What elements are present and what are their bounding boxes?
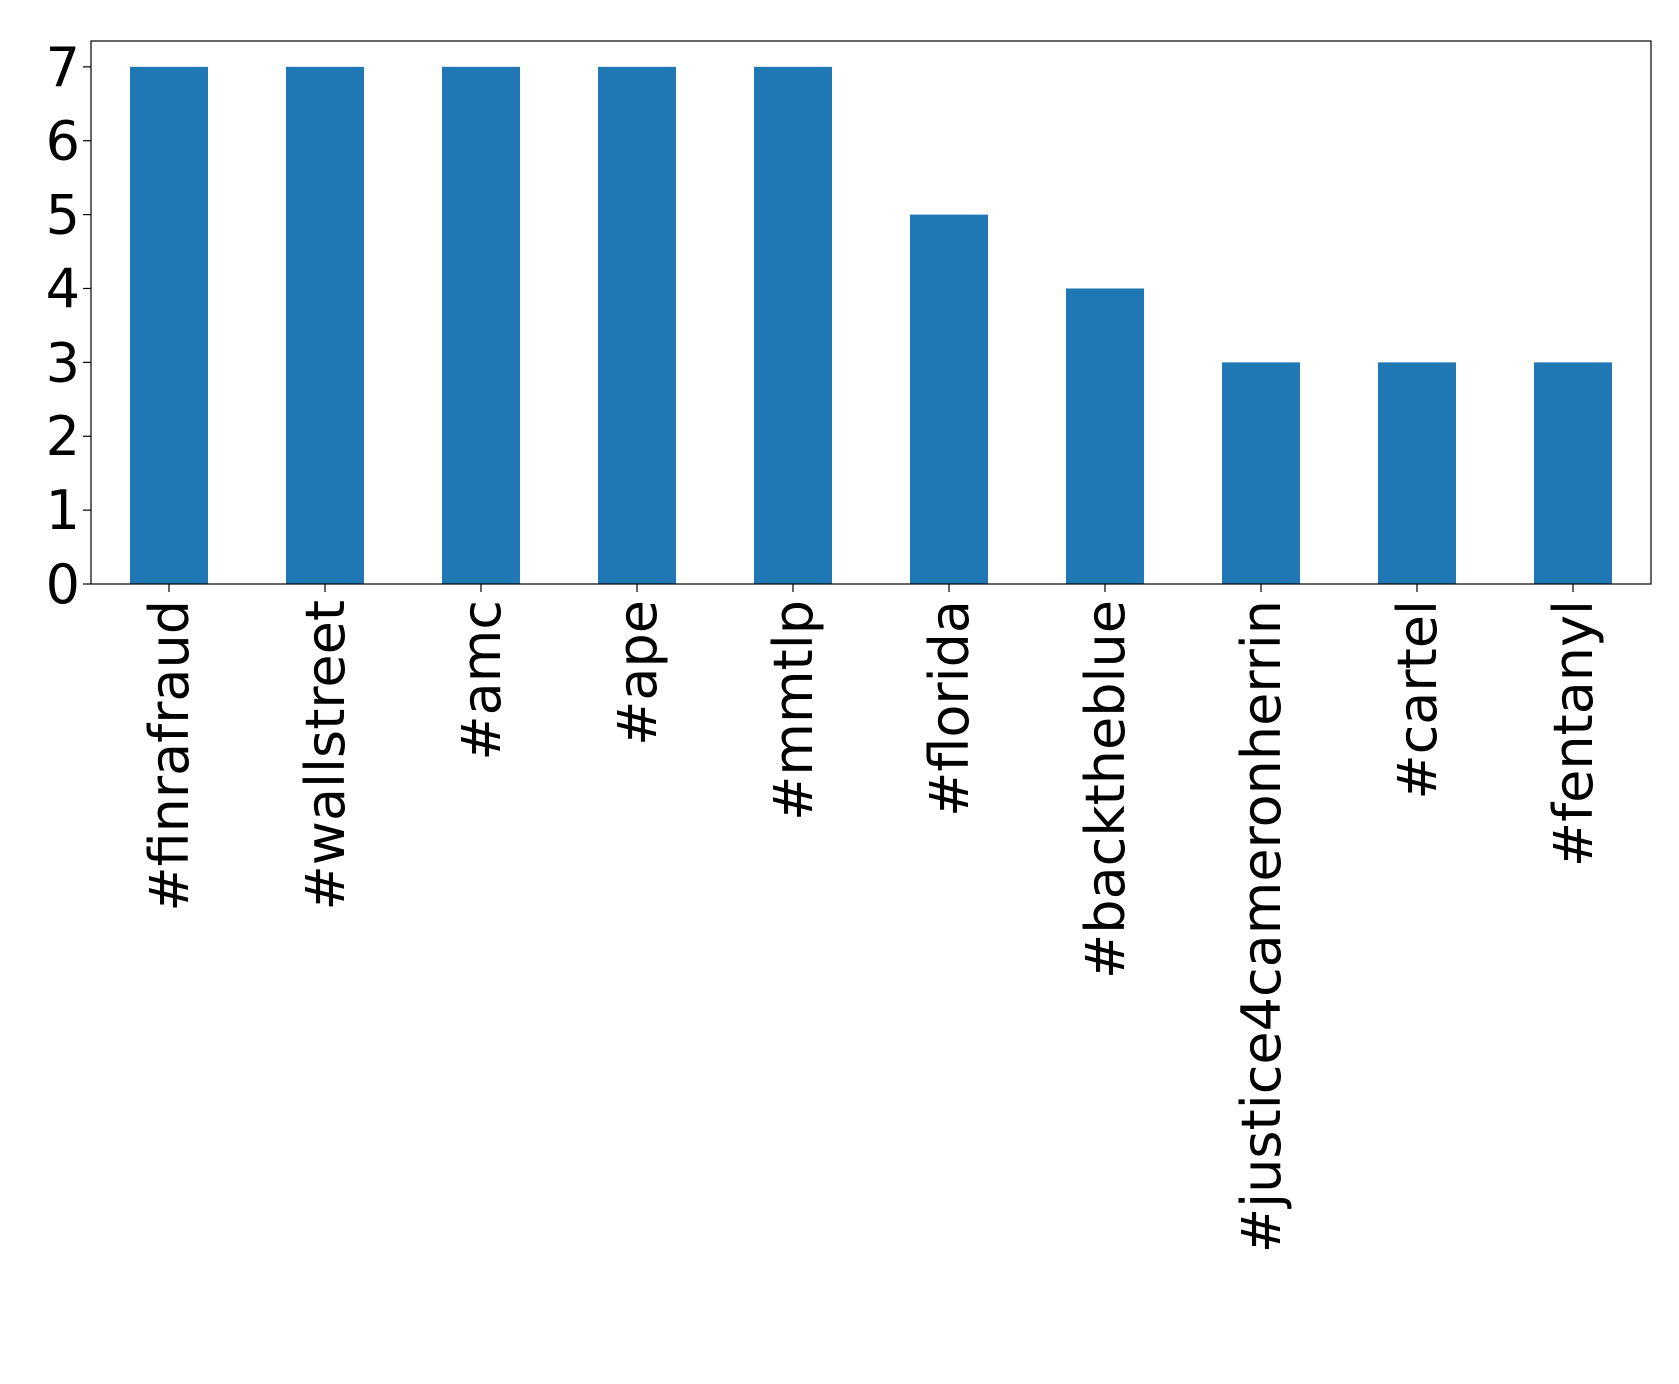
x-tick-label: #wallstreet (294, 600, 357, 910)
x-axis: #finrafraud #wallstreet #amc #ape #mmtlp #flo… (138, 584, 1605, 1253)
y-tick-label: 4 (46, 257, 80, 320)
bar-amc (442, 66, 520, 585)
x-tick-label: #finrafraud (138, 600, 201, 912)
x-tick-label: #mmtlp (762, 600, 825, 821)
bar-justice4cameronherrin (1222, 362, 1300, 584)
x-tick-label: #amc (450, 600, 513, 761)
y-tick-label: 3 (46, 331, 80, 394)
y-tick-label: 7 (46, 36, 80, 99)
bar-finrafraud (130, 66, 208, 585)
plot-frame (90, 40, 1652, 585)
bar-fentanyl (1534, 362, 1612, 584)
x-tick-label: #justice4cameronherrin (1230, 600, 1293, 1253)
y-tick-label: 0 (46, 553, 80, 616)
y-tick-label: 2 (46, 405, 80, 468)
bar-florida (910, 214, 988, 584)
y-tick-label: 5 (46, 184, 80, 247)
x-tick-label: #fentanyl (1542, 600, 1605, 867)
y-axis: 0 1 2 3 4 5 6 7 (46, 36, 91, 616)
bar-cartel (1378, 362, 1456, 584)
bar-mmtlp (754, 66, 832, 585)
y-tick-label: 6 (46, 110, 80, 173)
y-tick-label: 1 (46, 479, 80, 542)
x-tick-label: #backtheblue (1074, 600, 1137, 979)
bar-wallstreet (286, 66, 364, 585)
bar-backtheblue (1066, 288, 1144, 584)
bar-ape (598, 66, 676, 585)
bars-group (130, 66, 1612, 585)
x-tick-label: #florida (918, 600, 981, 817)
x-tick-label: #ape (606, 600, 669, 746)
x-tick-label: #cartel (1386, 600, 1449, 800)
